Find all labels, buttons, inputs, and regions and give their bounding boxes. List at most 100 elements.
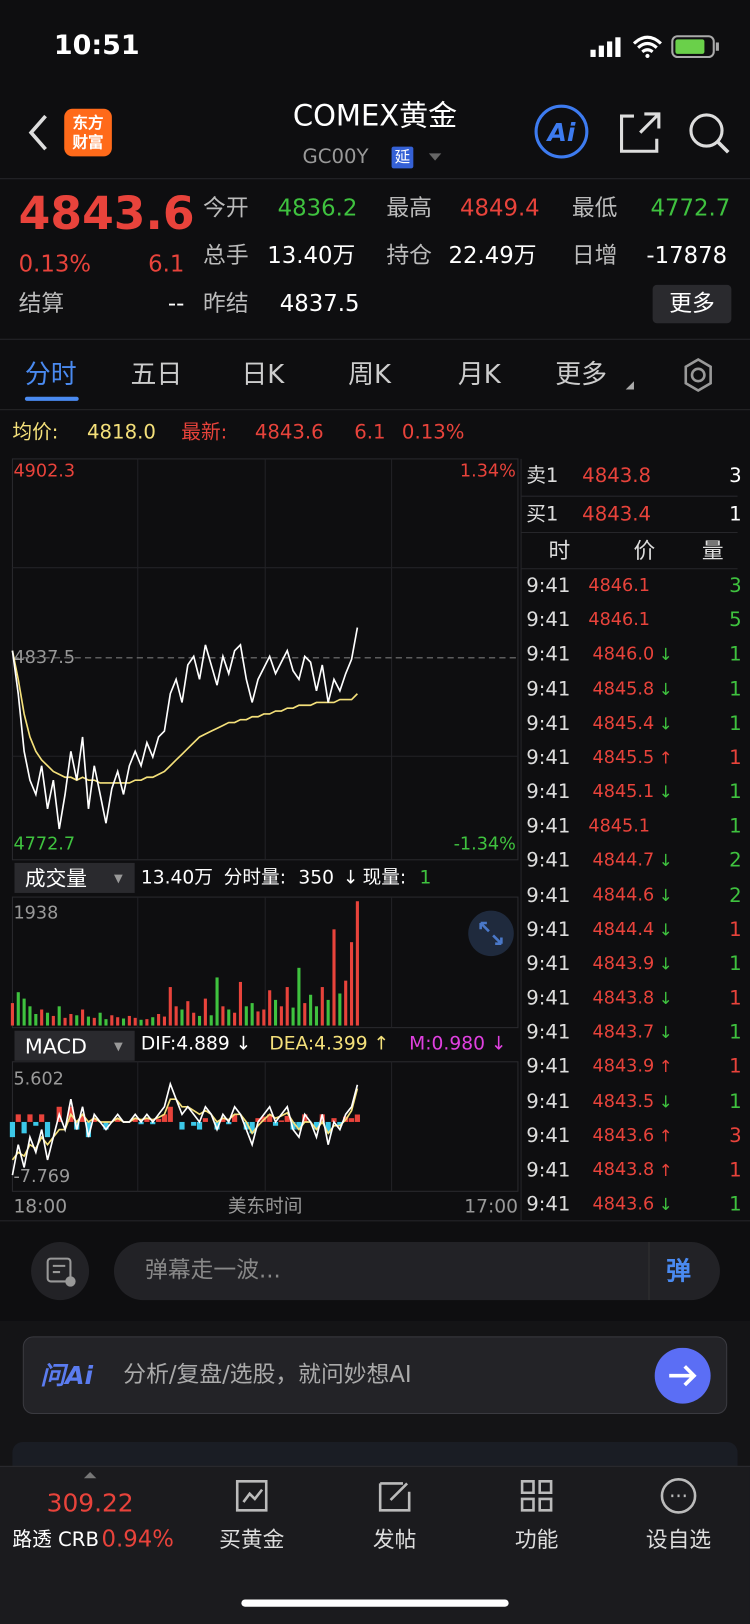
book-side: 卖1	[526, 464, 559, 488]
icon-shape	[378, 1482, 411, 1512]
dea-line	[11, 1088, 359, 1161]
volume-bar	[250, 1003, 254, 1026]
volume-bar	[291, 1007, 295, 1026]
trade-time: 9:41	[526, 643, 571, 666]
trade-time: 9:41	[526, 1021, 571, 1044]
volume-bar	[344, 980, 348, 1026]
macd-bar	[103, 1121, 109, 1130]
field-label: 今开	[203, 195, 249, 222]
comment-icon	[46, 1257, 76, 1287]
nav-label[interactable]: 功能	[514, 1527, 559, 1553]
volume-bar	[297, 967, 301, 1026]
nav-label[interactable]: 发帖	[372, 1527, 417, 1553]
settings-button[interactable]	[680, 356, 717, 393]
trade-arrow: ↓	[658, 919, 673, 940]
ai-button[interactable]: Ai	[534, 104, 589, 159]
macd-bar	[243, 1121, 249, 1130]
macd-bar	[337, 1121, 343, 1126]
volume-bar	[244, 1006, 248, 1026]
ai-send[interactable]	[654, 1347, 712, 1406]
search-button[interactable]	[686, 110, 732, 156]
macd-bar	[33, 1121, 39, 1126]
volume-bar	[16, 992, 20, 1026]
expand-icon	[479, 921, 503, 946]
trade-header: 量	[701, 538, 724, 564]
trade-price: 4843.5	[592, 1090, 655, 1112]
volume-bar	[63, 1017, 67, 1026]
trade-arrow: ↑	[658, 1125, 673, 1146]
volume-bar	[256, 1011, 260, 1026]
macd-bar	[196, 1121, 203, 1130]
trade-qty: 1	[729, 643, 742, 666]
trade-time: 9:41	[526, 711, 571, 735]
trade-time: 9:41	[526, 814, 571, 838]
book-side: 买1	[526, 502, 559, 526]
ai-text: Ai	[547, 118, 576, 148]
y-tick-label: 5.602	[13, 1069, 63, 1089]
trade-qty: 3	[729, 574, 742, 598]
macd-bar	[80, 1114, 86, 1122]
volume-bar	[279, 1006, 283, 1026]
tab[interactable]: 月K	[457, 358, 501, 389]
volume-bar	[320, 987, 324, 1026]
latest-value: 4843.6	[254, 421, 324, 444]
now-volume: 1	[419, 867, 432, 889]
volume-bar	[192, 1012, 196, 1026]
volume-bar	[197, 1015, 202, 1026]
index-value[interactable]: 309.22	[46, 1488, 134, 1518]
macd-bar	[354, 1114, 360, 1122]
nav-label[interactable]: 买黄金	[219, 1527, 285, 1553]
tab[interactable]: 更多	[555, 358, 608, 389]
tab[interactable]: 日K	[241, 358, 285, 389]
index-name: 路透 CRB	[12, 1528, 99, 1552]
trade-qty: 1	[729, 986, 742, 1010]
share-button[interactable]	[617, 110, 663, 156]
nav-label[interactable]: 设自选	[645, 1527, 712, 1553]
field-value: 4837.5	[279, 291, 360, 317]
tab[interactable]: 分时	[24, 358, 77, 389]
tab[interactable]: 周K	[348, 358, 391, 389]
more-button[interactable]: 更多	[652, 284, 732, 324]
macd-bar	[39, 1114, 45, 1122]
nav-icon[interactable]	[656, 1473, 702, 1519]
comment-input[interactable]: 弹幕走一波... 弹	[113, 1242, 720, 1301]
tab[interactable]: 五日	[130, 358, 183, 389]
field-label: 持仓	[386, 243, 432, 270]
volume-bar	[40, 1009, 44, 1026]
delay-badge: 延	[391, 146, 414, 169]
expand-button[interactable]	[468, 910, 514, 957]
icon-shape	[660, 1477, 697, 1514]
back-button[interactable]	[23, 112, 54, 153]
trade-arrow: ↑	[658, 1057, 673, 1077]
trade-qty: 5	[729, 608, 742, 632]
selector-arrow: ▼	[113, 871, 123, 886]
avg-label: 均价:	[12, 421, 59, 444]
nav-icon[interactable]	[514, 1473, 560, 1519]
volume-bar	[332, 929, 336, 1026]
danmaku-button[interactable]: 弹	[666, 1256, 691, 1286]
comment-toggle[interactable]	[31, 1242, 90, 1301]
ai-bar[interactable]: 问Ai 分析/复盘/选股，就问妙想AI	[22, 1336, 728, 1415]
macd-selector[interactable]: MACD ▼	[14, 1030, 135, 1061]
trade-qty: 1	[729, 746, 742, 770]
field-label: 结算	[18, 291, 65, 317]
tab-more-caret	[625, 381, 634, 390]
field-label: 最低	[571, 195, 618, 222]
macd-bar	[232, 1114, 238, 1122]
nav-icon[interactable]	[229, 1473, 275, 1519]
volume-bar	[121, 1018, 126, 1026]
dropdown-arrow[interactable]	[427, 151, 444, 163]
trade-price: 4846.1	[588, 575, 651, 597]
field-label: 昨结	[203, 291, 249, 317]
macd-bar	[9, 1121, 16, 1138]
trade-qty: 1	[729, 1158, 742, 1182]
minute-volume: 350	[298, 867, 334, 889]
volume-selector[interactable]: 成交量 ▼	[14, 862, 135, 893]
page-title: COMEX黄金	[292, 98, 458, 133]
nav-icon[interactable]	[372, 1473, 418, 1519]
volume-bar	[51, 1015, 55, 1026]
macd-bar	[220, 1118, 226, 1122]
volume-bar	[262, 1009, 266, 1026]
price-line	[11, 627, 359, 830]
app-logo: 东方 财富	[64, 108, 112, 157]
